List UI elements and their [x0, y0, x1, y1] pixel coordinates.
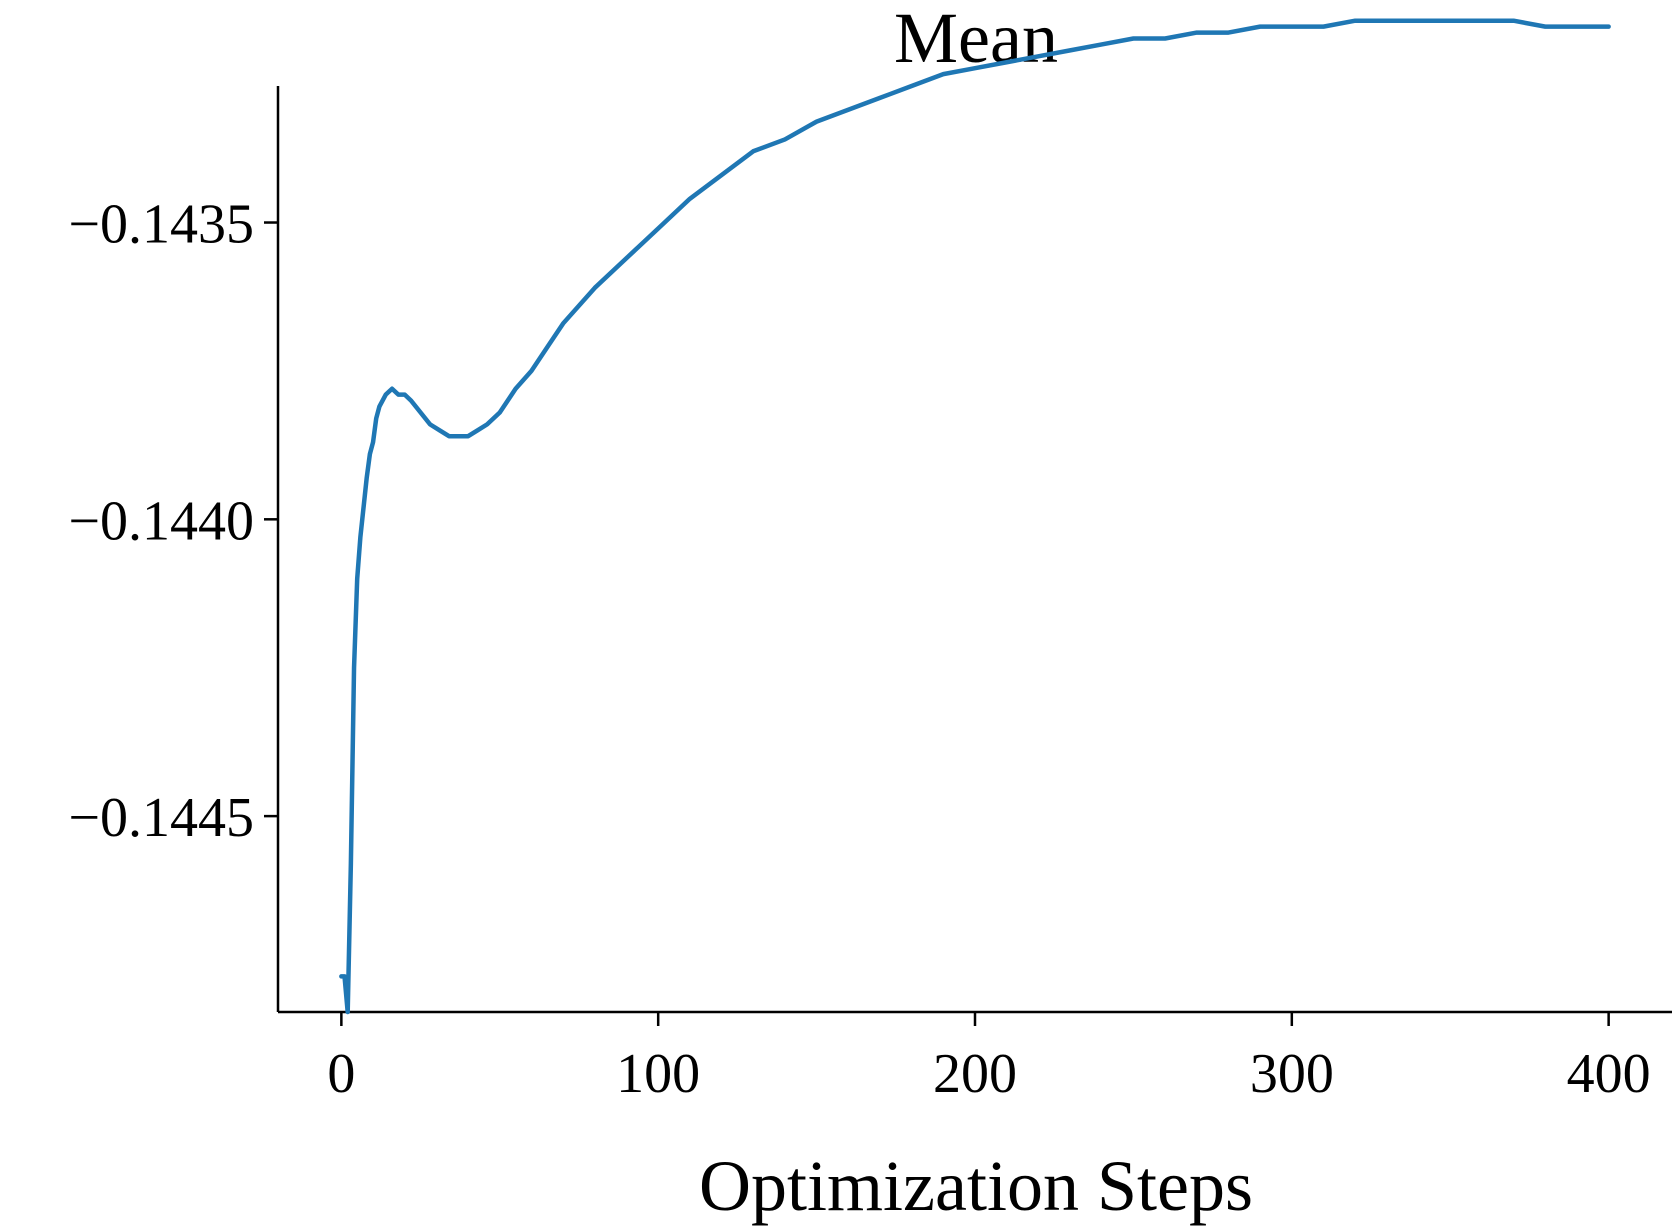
x-tick-label: 200 — [933, 1043, 1017, 1105]
x-axis-label: Optimization Steps — [699, 1146, 1253, 1226]
series-layer — [339, 18, 1611, 1015]
x-tick-label: 0 — [327, 1043, 355, 1105]
x-tick-label: 100 — [616, 1043, 700, 1105]
y-tick-label: −0.1440 — [68, 490, 254, 552]
series-line-0 — [339, 18, 1611, 1015]
x-tick-label: 400 — [1567, 1043, 1651, 1105]
x-tick-label: 300 — [1250, 1043, 1334, 1105]
x-axis-ticks: 0 100 200 300 400 — [327, 1012, 1651, 1105]
y-axis-ticks: −0.1435 −0.1440 −0.1445 — [68, 194, 278, 849]
chart-title: Mean — [894, 0, 1058, 78]
plot-area: 0 100 200 300 400 −0.1435 −0.1440 −0.1445 — [68, 18, 1672, 1105]
y-tick-label: −0.1435 — [68, 194, 254, 256]
y-tick-label: −0.1445 — [68, 787, 254, 849]
